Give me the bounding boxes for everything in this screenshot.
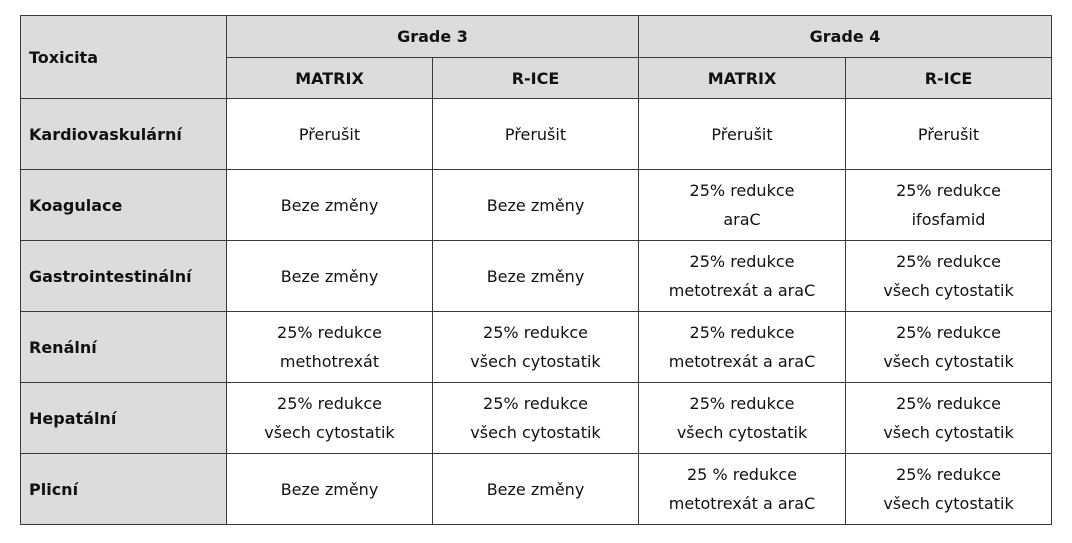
cell-text-line: Beze změny <box>280 195 379 215</box>
row-label: Renální <box>20 311 227 383</box>
cell-text-line: všech cytostatik <box>883 423 1014 442</box>
cell-text-line: všech cytostatik <box>470 423 601 442</box>
cell-text-line: Beze změny <box>486 195 585 215</box>
table-cell: 25% redukce všech cytostatik <box>845 311 1053 383</box>
table-cell: Beze změny <box>226 169 433 241</box>
table-cell: Beze změny <box>431 453 640 525</box>
cell-text-line: 25% redukce <box>689 394 795 413</box>
cell-text-line: 25% redukce <box>277 394 382 413</box>
table-row: Kardiovaskulární Přerušit Přerušit Přerušit… <box>20 98 1053 170</box>
cell-text-line: 25% redukce <box>896 252 1001 271</box>
table-cell: Beze změny <box>226 240 433 312</box>
cell-text-line: metotrexát a araC <box>668 281 816 300</box>
cell-text-line: Beze změny <box>280 479 379 499</box>
cell-text-line: Přerušit <box>298 124 361 144</box>
table-cell: Přerušit <box>845 98 1053 170</box>
header-grade-4: Grade 4 <box>638 15 1053 58</box>
table-row: Koagulace Beze změny Beze změny 25% redukce… <box>20 169 1053 241</box>
table-cell: Přerušit <box>431 98 640 170</box>
table-row: Renální 25% redukce methotrexát 25% redukce… <box>20 311 1053 383</box>
table-cell: 25% redukce všech cytostatik <box>845 453 1053 525</box>
table-row: Hepatální 25% redukce všech cytostatik 25% … <box>20 382 1053 454</box>
cell-text-line: Beze změny <box>486 479 585 499</box>
table-cell: 25% redukce methotrexát <box>226 311 433 383</box>
table-cell: Přerušit <box>226 98 433 170</box>
cell-text-line: všech cytostatik <box>676 423 808 442</box>
table-row: Gastrointestinální Beze změny Beze změny 25… <box>20 240 1053 312</box>
table-cell: 25% redukce všech cytostatik <box>845 382 1053 454</box>
table-cell: Přerušit <box>638 98 847 170</box>
table-cell: 25% redukce všech cytostatik <box>431 311 640 383</box>
cell-text-line: 25% redukce <box>483 323 588 342</box>
cell-text-line: všech cytostatik <box>883 281 1014 300</box>
header-grade3-rice: R-ICE <box>431 57 640 99</box>
row-label: Plicní <box>20 453 227 525</box>
table-cell: Beze změny <box>431 240 640 312</box>
cell-text-line: 25% redukce <box>689 181 795 200</box>
cell-text-line: 25% redukce <box>277 323 382 342</box>
table-cell: 25% redukce metotrexát a araC <box>638 240 847 312</box>
cell-text-line: Přerušit <box>711 124 773 144</box>
table-cell: Beze změny <box>226 453 433 525</box>
table-header: Toxicita Grade 3 Grade 4 MATRIX R-ICE MA… <box>20 15 1053 99</box>
toxicity-dose-table: Toxicita Grade 3 Grade 4 MATRIX R-ICE MA… <box>20 15 1053 525</box>
cell-text-line: Beze změny <box>486 266 585 286</box>
header-toxicita: Toxicita <box>20 15 227 99</box>
table-cell: 25% redukce araC <box>638 169 847 241</box>
cell-text-line: všech cytostatik <box>883 352 1014 371</box>
cell-text-line: 25% redukce <box>483 394 588 413</box>
cell-text-line: metotrexát a araC <box>668 352 816 371</box>
cell-text-line: ifosfamid <box>911 210 986 229</box>
table-cell: 25% redukce všech cytostatik <box>845 240 1053 312</box>
cell-text-line: Beze změny <box>280 266 379 286</box>
table-body: Kardiovaskulární Přerušit Přerušit Přerušit… <box>20 98 1053 525</box>
table-cell: 25% redukce ifosfamid <box>845 169 1053 241</box>
cell-text-line: 25 % redukce <box>687 465 798 484</box>
row-label: Hepatální <box>20 382 227 454</box>
cell-text-line: 25% redukce <box>896 323 1001 342</box>
cell-text-line: 25% redukce <box>896 465 1001 484</box>
cell-text-line: všech cytostatik <box>470 352 601 371</box>
cell-text-line: Přerušit <box>917 124 980 144</box>
table-cell: 25% redukce všech cytostatik <box>638 382 847 454</box>
table-cell: 25% redukce všech cytostatik <box>431 382 640 454</box>
cell-text-line: 25% redukce <box>896 181 1001 200</box>
row-label: Kardiovaskulární <box>20 98 227 170</box>
cell-text-line: metotrexát a araC <box>668 494 816 513</box>
header-grade4-rice: R-ICE <box>845 57 1053 99</box>
header-grade3-matrix: MATRIX <box>226 57 433 99</box>
header-grade-3: Grade 3 <box>225 15 640 58</box>
cell-text-line: methotrexát <box>279 352 380 371</box>
cell-text-line: 25% redukce <box>689 323 795 342</box>
header-grade4-matrix: MATRIX <box>638 57 847 99</box>
cell-text-line: Přerušit <box>504 124 567 144</box>
row-label: Gastrointestinální <box>20 240 227 312</box>
table-cell: 25% redukce všech cytostatik <box>226 382 433 454</box>
row-label: Koagulace <box>20 169 227 241</box>
cell-text-line: 25% redukce <box>896 394 1001 413</box>
cell-text-line: všech cytostatik <box>883 494 1014 513</box>
table-cell: 25% redukce metotrexát a araC <box>638 311 847 383</box>
table-row: Plicní Beze změny Beze změny 25 % redukce me… <box>20 453 1053 525</box>
cell-text-line: araC <box>723 210 761 229</box>
cell-text-line: 25% redukce <box>689 252 795 271</box>
table-cell: Beze změny <box>431 169 640 241</box>
table-cell: 25 % redukce metotrexát a araC <box>638 453 847 525</box>
cell-text-line: všech cytostatik <box>264 423 395 442</box>
